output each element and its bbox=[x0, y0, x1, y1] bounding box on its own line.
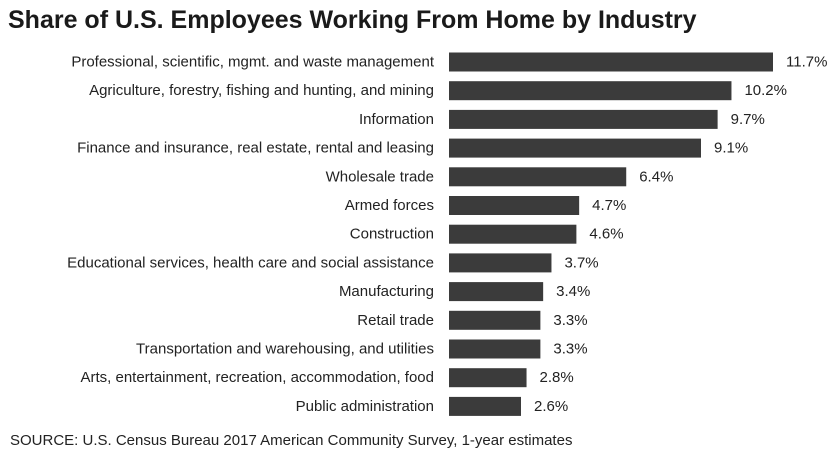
value-label: 6.4% bbox=[639, 168, 673, 185]
value-label: 9.7% bbox=[731, 111, 765, 128]
category-label: Agriculture, forestry, fishing and hunti… bbox=[89, 82, 434, 99]
source-note: SOURCE: U.S. Census Bureau 2017 American… bbox=[10, 432, 573, 449]
category-label: Public administration bbox=[296, 398, 434, 415]
value-label: 4.6% bbox=[589, 226, 623, 243]
value-labels: 11.7% 10.2% 9.7% 9.1% 6.4% 4.7% 4.6% 3.7% 3.4% 3.… bbox=[534, 54, 827, 415]
value-label: 3.3% bbox=[553, 341, 587, 358]
chart-title: Share of U.S. Employees Working From Hom… bbox=[8, 6, 697, 34]
bar bbox=[449, 282, 544, 302]
bar bbox=[449, 167, 627, 187]
category-label: Manufacturing bbox=[339, 283, 434, 300]
bars bbox=[449, 52, 773, 416]
value-label: 2.8% bbox=[540, 369, 574, 386]
bar bbox=[449, 339, 541, 359]
bar bbox=[449, 52, 773, 72]
value-label: 9.1% bbox=[714, 140, 748, 157]
category-label: Information bbox=[359, 111, 434, 128]
category-label: Finance and insurance, real estate, rent… bbox=[77, 140, 434, 157]
value-label: 2.6% bbox=[534, 398, 568, 415]
value-label: 4.7% bbox=[592, 197, 626, 214]
bar bbox=[449, 310, 541, 330]
category-label: Educational services, health care and so… bbox=[67, 254, 434, 271]
category-label: Transportation and warehousing, and util… bbox=[136, 341, 434, 358]
category-label: Professional, scientific, mgmt. and wast… bbox=[71, 54, 434, 71]
category-label: Wholesale trade bbox=[326, 168, 434, 185]
bar bbox=[449, 109, 718, 129]
category-label: Construction bbox=[350, 226, 434, 243]
category-label: Retail trade bbox=[357, 312, 434, 329]
value-label: 3.7% bbox=[564, 254, 598, 271]
category-labels: Professional, scientific, mgmt. and wast… bbox=[67, 54, 435, 415]
value-label: 3.4% bbox=[556, 283, 590, 300]
bar bbox=[449, 81, 732, 101]
bar bbox=[449, 253, 552, 273]
value-label: 10.2% bbox=[744, 82, 787, 99]
bar bbox=[449, 138, 701, 158]
bar bbox=[449, 368, 527, 388]
bar bbox=[449, 196, 580, 215]
category-label: Armed forces bbox=[345, 197, 434, 214]
value-label: 11.7% bbox=[786, 54, 827, 71]
category-label: Arts, entertainment, recreation, accommo… bbox=[80, 369, 434, 386]
bar bbox=[449, 396, 521, 416]
value-label: 3.3% bbox=[553, 312, 587, 329]
bar bbox=[449, 224, 577, 244]
